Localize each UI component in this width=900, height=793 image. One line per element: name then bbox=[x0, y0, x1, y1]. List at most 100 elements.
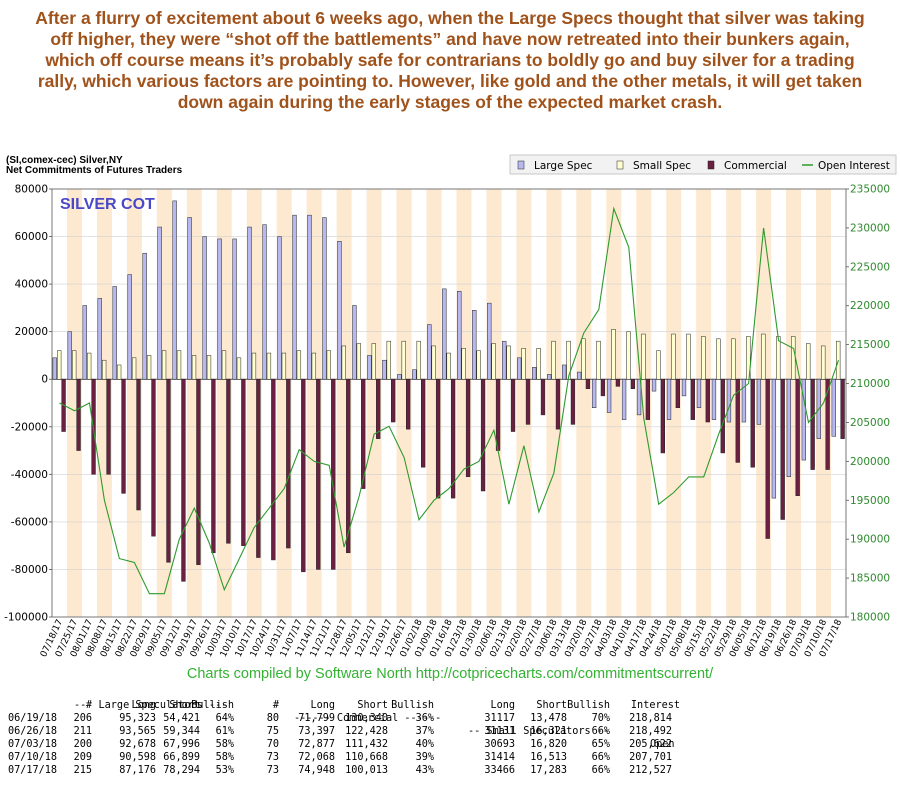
small-spec-bar bbox=[161, 350, 167, 380]
large-spec-bar bbox=[292, 214, 297, 380]
commercial-bar bbox=[495, 378, 501, 451]
large-spec-bar bbox=[547, 374, 552, 380]
small-spec-bar bbox=[236, 357, 242, 380]
small-spec-bar bbox=[521, 348, 526, 380]
large-spec-bar bbox=[52, 357, 57, 380]
stats-cell: 64% bbox=[215, 713, 234, 724]
large-spec-bar bbox=[187, 217, 192, 380]
week-band bbox=[636, 189, 652, 617]
large-spec-bar bbox=[247, 226, 252, 380]
stats-cell: 110,668 bbox=[345, 752, 388, 763]
small-spec-bar bbox=[191, 355, 197, 380]
stats-cell: 13,478 bbox=[530, 713, 567, 724]
stats-cell: 218,492 bbox=[629, 726, 672, 737]
commercial-bar bbox=[391, 378, 396, 423]
large-spec-bar bbox=[726, 378, 732, 423]
stats-cell: 43% bbox=[415, 765, 434, 776]
small-spec-bar bbox=[431, 345, 436, 380]
commercial-bar bbox=[465, 378, 471, 477]
large-spec-bar bbox=[202, 236, 207, 380]
stats-cell: 93,565 bbox=[119, 726, 156, 737]
commercial-bar bbox=[675, 378, 680, 409]
large-spec-bar bbox=[651, 378, 657, 392]
commercial-bar bbox=[121, 378, 126, 494]
commercial-bar bbox=[810, 378, 815, 470]
stats-cell: 100,013 bbox=[345, 765, 388, 776]
plot-border bbox=[51, 188, 847, 618]
small-spec-bar bbox=[72, 350, 77, 380]
week-band bbox=[576, 189, 592, 617]
large-spec-bar bbox=[112, 286, 117, 380]
chart-credit: Charts compiled by Software North http:/… bbox=[186, 666, 714, 682]
week-band bbox=[426, 189, 442, 617]
stats-cell: 122,428 bbox=[345, 726, 388, 737]
stats-column-header: Bullish bbox=[567, 700, 610, 711]
commercial-bar bbox=[735, 378, 740, 463]
large-spec-bar bbox=[561, 364, 567, 380]
large-spec-bar bbox=[457, 290, 462, 380]
legend-label: Small Spec bbox=[633, 160, 691, 172]
stats-column-header: # bbox=[272, 700, 279, 711]
commercial-bar bbox=[615, 378, 621, 387]
week-band bbox=[696, 189, 712, 617]
chart-header-line2: Net Commitments of Futures Traders bbox=[6, 165, 183, 176]
commercial-bar bbox=[166, 378, 171, 563]
commercial-bar bbox=[136, 378, 141, 511]
stats-table: --- Large Speculators --- ------ Commerc… bbox=[0, 686, 900, 777]
small-spec-bar bbox=[341, 345, 346, 380]
stats-cell: 90,598 bbox=[119, 752, 156, 763]
legend-label: Open Interest bbox=[818, 160, 890, 172]
commercial-bar bbox=[196, 378, 201, 565]
right-axis-tick-label: 210000 bbox=[850, 378, 890, 390]
large-spec-bar bbox=[666, 378, 672, 420]
large-spec-bar bbox=[307, 214, 312, 380]
stats-date-cell: 06/26/18 bbox=[8, 726, 58, 737]
small-spec-bar bbox=[701, 336, 706, 380]
stats-cell: 65% bbox=[591, 739, 610, 750]
commercial-bar bbox=[720, 378, 725, 454]
silver-cot-chart: 800006000040000200000-20000-40000-60000-… bbox=[4, 154, 897, 659]
small-spec-bar bbox=[596, 340, 601, 380]
right-axis-tick-label: 235000 bbox=[850, 184, 890, 196]
week-band bbox=[726, 189, 742, 617]
large-spec-bar bbox=[322, 217, 327, 380]
commercial-bar bbox=[660, 378, 665, 454]
commercial-bar bbox=[780, 378, 785, 520]
small-spec-bar bbox=[281, 352, 287, 380]
large-spec-bar bbox=[606, 378, 612, 413]
right-axis-tick-label: 190000 bbox=[850, 534, 890, 546]
small-spec-bar bbox=[536, 348, 541, 380]
chart-header-line1: (SI,comex-cec) Silver,NY bbox=[6, 155, 123, 166]
stats-cell: 66% bbox=[591, 752, 610, 763]
bar-series bbox=[52, 200, 845, 582]
chart-watermark: SILVER COT bbox=[60, 196, 155, 213]
right-axis-tick-label: 205000 bbox=[850, 417, 890, 429]
small-spec-bar bbox=[476, 350, 481, 380]
small-spec-bar bbox=[641, 333, 646, 380]
left-axis-tick-label: 80000 bbox=[15, 184, 48, 196]
stats-date-cell: 06/19/18 bbox=[8, 713, 58, 724]
large-spec-bar bbox=[367, 355, 372, 380]
stats-date-cell: 07/10/18 bbox=[8, 752, 58, 763]
small-spec-bar bbox=[506, 345, 511, 380]
stats-cell: 61% bbox=[215, 726, 234, 737]
large-spec-bar bbox=[517, 357, 522, 380]
commercial-bar bbox=[600, 378, 606, 397]
small-spec-bar bbox=[86, 352, 92, 380]
commercial-bar bbox=[420, 378, 426, 468]
large-spec-bar bbox=[621, 378, 627, 420]
stats-cell: 67,996 bbox=[163, 739, 200, 750]
small-spec-bar bbox=[551, 340, 556, 380]
right-axis-tick-label: 185000 bbox=[850, 573, 890, 585]
commercial-bar bbox=[241, 378, 246, 546]
stats-cell: 130,340 bbox=[345, 713, 388, 724]
commercial-bar bbox=[76, 378, 81, 451]
commercial-bar bbox=[406, 378, 411, 430]
large-spec-bar bbox=[97, 298, 102, 380]
small-spec-bar bbox=[296, 350, 302, 380]
commercial-bar bbox=[705, 378, 710, 423]
group-header-open: Open bbox=[650, 739, 675, 750]
group-header-commercial: ------ Commercial ------ bbox=[294, 713, 442, 724]
commercial-bar bbox=[510, 378, 516, 432]
large-spec-bar bbox=[502, 340, 507, 380]
